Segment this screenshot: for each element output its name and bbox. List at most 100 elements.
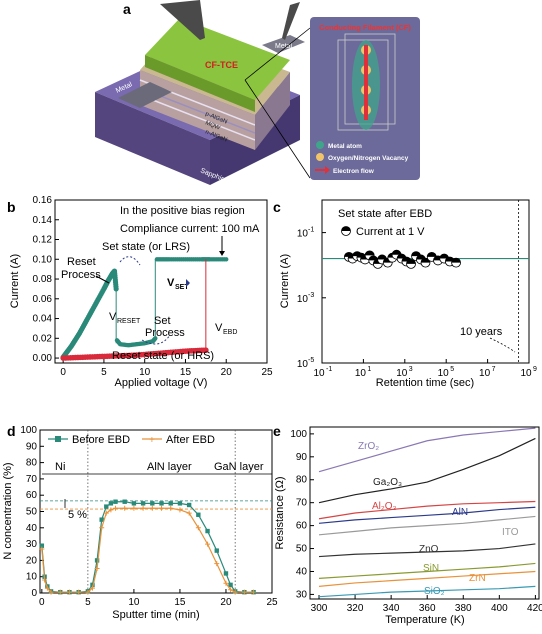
d-point-after <box>251 589 257 595</box>
panel-a: a Sapphire substrate p-AlGaN MQW n-AlGaN… <box>95 0 420 196</box>
e-label-zro2: ZrO₂ <box>358 441 379 452</box>
d-legend-after-marker: + <box>149 435 155 446</box>
cf-tce-label: CF-TCE <box>205 60 238 70</box>
b-xtick-label: 5 <box>101 367 107 378</box>
b-ytick-label: 0.16 <box>33 195 53 206</box>
d-legend-before: Before EBD <box>72 434 130 446</box>
d-point-before <box>228 582 233 588</box>
panel-b-ylabel: Current (A) <box>9 254 21 308</box>
panel-c-xlabel: Retention time (sec) <box>376 377 474 389</box>
e-label-al2o3: Al₂O₃ <box>372 501 397 512</box>
e-series-line <box>318 515 536 536</box>
c-legend-2: Current at 1 V <box>356 226 425 238</box>
e-xtick-label: 320 <box>347 603 364 614</box>
panel-e-frame <box>309 426 540 600</box>
d-xtick-label: 25 <box>266 597 278 608</box>
legend-metal-atom: Metal atom <box>328 143 362 150</box>
e-series-line <box>318 570 536 587</box>
cf-inset-title: Conducting Filament (CF) <box>319 23 411 32</box>
d-point-after <box>108 507 114 513</box>
b-xtick-label: 0 <box>60 367 66 378</box>
probe-left <box>160 0 205 40</box>
b-region-text: In the positive bias region <box>120 205 245 217</box>
d-ytick-label: 90 <box>26 441 38 452</box>
d-point-after <box>99 525 105 531</box>
layer-text-2: MQW <box>204 120 221 131</box>
d-point-after <box>94 566 100 572</box>
b-point-lrs <box>224 257 229 262</box>
b-ytick-label: 0.08 <box>33 274 53 285</box>
c-xtick-exp: 9 <box>533 366 537 373</box>
c-xtick-exp: 5 <box>450 366 454 373</box>
d-point-before <box>108 501 114 506</box>
e-ytick-label: 80 <box>296 475 308 486</box>
b-reset-arc <box>119 256 141 266</box>
cf-tce-side <box>145 55 255 112</box>
e-series-line <box>318 562 536 579</box>
panel-c-label: c <box>273 199 281 215</box>
e-xtick-label: 300 <box>311 603 328 614</box>
d-point-before <box>205 528 210 534</box>
c-ytick-label: 10 <box>297 359 309 370</box>
b-vset-text: V <box>167 277 175 289</box>
e-xtick-label: 400 <box>491 603 508 614</box>
d-point-after <box>103 510 109 516</box>
b-set-text: Set <box>154 315 171 327</box>
panel-b-frame <box>54 199 268 364</box>
e-ytick-label: 30 <box>296 589 308 600</box>
b-vreset-text: V <box>109 311 117 323</box>
layer-stack-right <box>255 72 290 150</box>
panel-b-label: b <box>7 199 16 215</box>
d-point-after <box>214 561 220 567</box>
d-ytick-label: 20 <box>26 555 38 566</box>
vacancy-icon <box>316 153 324 161</box>
d-point-before <box>159 501 164 506</box>
cf-tce-top <box>145 18 290 100</box>
e-label-sio2: SiO₂ <box>424 586 445 597</box>
panel-b-xlabel: Applied voltage (V) <box>115 377 208 389</box>
c-xtick-exp: 3 <box>409 366 413 373</box>
c-ytick-exp: -3 <box>308 292 314 299</box>
panel-d-label: d <box>7 423 16 439</box>
b-ytick-label: 0.04 <box>33 314 53 325</box>
e-label-sin: SiN <box>423 563 439 574</box>
d-point-before <box>177 501 183 506</box>
d-point-after <box>42 577 48 583</box>
e-label-ga2o3: Ga₂O₃ <box>373 477 402 488</box>
c-point <box>451 257 461 268</box>
c-legend-1: Set state after EBD <box>338 208 432 220</box>
e-ytick-label: 50 <box>296 544 308 555</box>
e-series-line <box>318 585 536 598</box>
c-xtick-label: 10 <box>396 368 408 379</box>
d-point-after <box>140 505 146 511</box>
legend-vacancy: Oxygen/Nitrogen Vacancy <box>328 155 409 162</box>
e-label-ito: ITO <box>502 527 519 538</box>
d-ytick-label: 40 <box>26 523 38 534</box>
e-xtick-label: 420 <box>527 603 542 614</box>
panel-e-xlabel: Temperature (K) <box>385 614 464 626</box>
arrow-icon <box>315 166 330 174</box>
c-ytick-exp: -1 <box>308 227 314 234</box>
d-point-after <box>57 589 63 595</box>
c-10years-text: 10 years <box>460 326 503 338</box>
b-set-state-text: Set state (or LRS) <box>102 241 190 253</box>
e-xtick-label: 380 <box>455 603 472 614</box>
d-point-before <box>122 499 127 504</box>
e-ytick-label: 60 <box>296 521 308 532</box>
b-ytick-label: 0.14 <box>33 215 53 226</box>
d-ytick-label: 10 <box>26 572 38 583</box>
d-ytick-label: 100 <box>20 425 37 436</box>
d-point-after <box>195 525 201 531</box>
panel-e: e 300 320 340 360 380 400 420 30 40 50 60 70 80 90 10… <box>273 423 542 626</box>
d-point-after <box>48 589 54 595</box>
b-xtick-label: 20 <box>221 367 233 378</box>
d-point-before <box>150 501 155 506</box>
d-point-before <box>94 558 100 563</box>
d-point-before <box>90 582 95 588</box>
c-ytick-label: 10 <box>297 294 309 305</box>
d-point-after <box>131 505 137 511</box>
c-xtick-exp: 7 <box>492 366 496 373</box>
d-point-after <box>44 585 50 591</box>
metal-left-pad <box>118 82 172 108</box>
d-point-after <box>122 505 128 511</box>
